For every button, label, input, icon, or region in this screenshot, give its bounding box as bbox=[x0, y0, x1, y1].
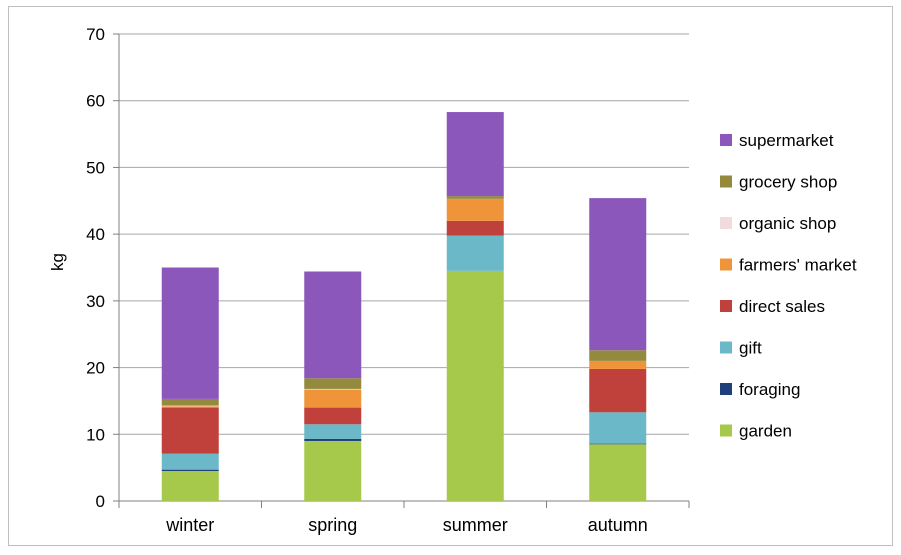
bar-segment-foraging bbox=[304, 438, 362, 441]
bar-segment-gift bbox=[446, 235, 504, 271]
legend: supermarket grocery shop organic shop farme… bbox=[720, 131, 857, 441]
legend-label: direct sales bbox=[739, 297, 825, 316]
legend-swatch bbox=[720, 258, 732, 271]
y-tick-label: 60 bbox=[86, 92, 105, 111]
bar-segment-grocery-shop bbox=[446, 196, 504, 199]
legend-label: organic shop bbox=[739, 214, 836, 233]
bar-segment-farmers-market bbox=[446, 198, 504, 221]
x-tick-label: spring bbox=[308, 515, 357, 535]
bar-segment-foraging bbox=[161, 469, 219, 471]
legend-swatch bbox=[720, 175, 732, 188]
bars bbox=[161, 112, 647, 501]
legend-label: supermarket bbox=[739, 131, 834, 150]
bar-segment-gift bbox=[304, 424, 362, 439]
y-tick-label: 0 bbox=[96, 492, 105, 511]
bar-segment-supermarket bbox=[446, 112, 504, 197]
bar-segment-gift bbox=[161, 453, 219, 470]
chart-frame: 0 10 20 30 40 50 60 70 winter spring summer autumn … bbox=[8, 6, 893, 546]
legend-label: foraging bbox=[739, 380, 800, 399]
bar-segment-garden bbox=[446, 270, 504, 501]
legend-label: gift bbox=[739, 339, 762, 358]
bar-segment-direct-sales bbox=[446, 220, 504, 236]
y-tick-label: 20 bbox=[86, 359, 105, 378]
x-tick-label: winter bbox=[165, 515, 214, 535]
y-tick-label: 40 bbox=[86, 225, 105, 244]
bar-segment-supermarket bbox=[161, 267, 219, 399]
bar-segment-direct-sales bbox=[161, 407, 219, 454]
bar-segment-foraging bbox=[589, 443, 647, 445]
y-tick-label: 70 bbox=[86, 25, 105, 44]
bar-segment-garden bbox=[161, 470, 219, 501]
bar-segment-direct-sales bbox=[304, 407, 362, 425]
bar-segment-farmers-market bbox=[161, 406, 219, 408]
legend-swatch bbox=[720, 300, 732, 312]
tick-labels: 0 10 20 30 40 50 60 70 winter spring summer autumn bbox=[86, 25, 648, 535]
y-tick-label: 30 bbox=[86, 292, 105, 311]
legend-swatch bbox=[720, 134, 732, 146]
y-tick-label: 50 bbox=[86, 158, 105, 177]
bar-segment-grocery-shop bbox=[589, 350, 647, 361]
y-axis-label: kg bbox=[48, 253, 67, 271]
bar-segment-garden bbox=[589, 444, 647, 501]
x-tick-label: autumn bbox=[588, 515, 648, 535]
bar-segment-farmers-market bbox=[589, 360, 647, 369]
y-tick-label: 10 bbox=[86, 425, 105, 444]
legend-swatch bbox=[720, 341, 732, 354]
bar-segment-direct-sales bbox=[589, 368, 647, 413]
legend-label: grocery shop bbox=[739, 173, 837, 192]
legend-swatch bbox=[720, 383, 732, 395]
legend-swatch bbox=[720, 424, 732, 437]
legend-swatch bbox=[720, 217, 732, 229]
bar-segment-grocery-shop bbox=[161, 398, 219, 406]
bar-segment-supermarket bbox=[589, 198, 647, 351]
legend-label: garden bbox=[739, 422, 792, 441]
bar-segment-organic-shop bbox=[304, 388, 362, 390]
bar-segment-gift bbox=[589, 412, 647, 444]
bar-segment-garden bbox=[304, 440, 362, 501]
bar-segment-organic-shop bbox=[161, 405, 219, 407]
legend-label: farmers' market bbox=[739, 256, 857, 275]
bar-segment-supermarket bbox=[304, 271, 362, 379]
bar-segment-farmers-market bbox=[304, 389, 362, 408]
x-tick-label: summer bbox=[443, 515, 508, 535]
bar-segment-grocery-shop bbox=[304, 378, 362, 389]
